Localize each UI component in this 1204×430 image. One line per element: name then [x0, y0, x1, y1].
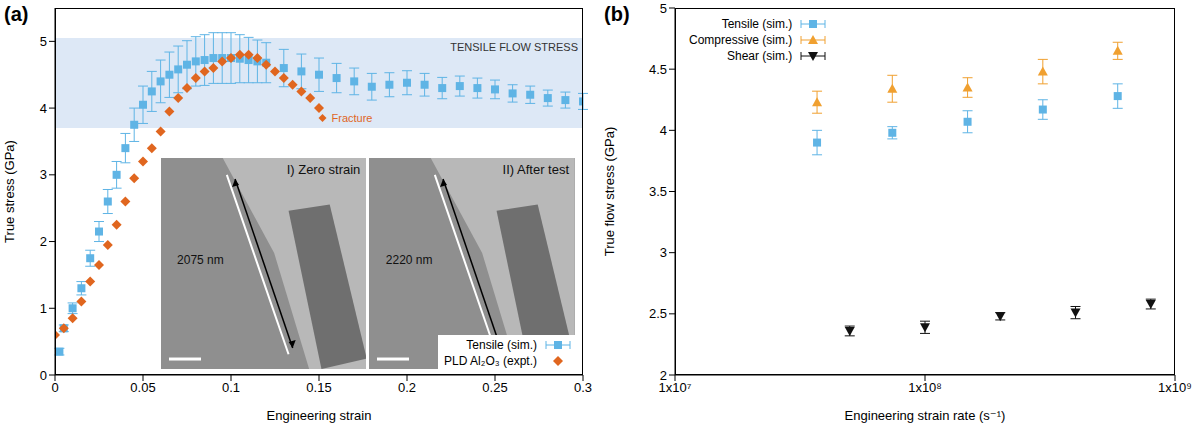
html-text:(a): (a)	[4, 3, 29, 25]
html-text:I) Zero strain: I) Zero strain	[286, 162, 361, 178]
html-text:Compressive (sim.): Compressive (sim.)	[689, 33, 793, 47]
html-text:Shear (sim.): Shear (sim.)	[727, 49, 793, 63]
svg-text:True flow stress (GPa): True flow stress (GPa)	[602, 127, 617, 257]
svg-text:4: 4	[660, 123, 667, 138]
svg-text:4: 4	[40, 101, 47, 116]
svg-text:1x10⁷: 1x10⁷	[658, 380, 692, 396]
svg-text:2.5: 2.5	[649, 306, 667, 321]
svg-text:1: 1	[40, 301, 47, 316]
svg-text:Engineering strain: Engineering strain	[267, 408, 372, 423]
html-text:2075 nm: 2075 nm	[177, 253, 224, 268]
svg-text:4.5: 4.5	[649, 62, 667, 77]
svg-text:0.2: 0.2	[398, 380, 416, 395]
html-text:Tensile (sim.): Tensile (sim.)	[721, 17, 793, 31]
svg-text:0: 0	[51, 380, 58, 395]
svg-text:0.25: 0.25	[482, 380, 507, 395]
svg-text:5: 5	[40, 34, 47, 49]
svg-text:0.05: 0.05	[130, 380, 155, 395]
svg-text:5: 5	[660, 1, 667, 16]
html-text:PLD Al₂O₃ (expt.): PLD Al₂O₃ (expt.)	[444, 354, 537, 368]
svg-text:3.5: 3.5	[649, 184, 667, 199]
svg-text:1x10⁸: 1x10⁸	[908, 380, 942, 395]
svg-text:2: 2	[40, 234, 47, 249]
html-text:2220 nm: 2220 nm	[385, 253, 433, 268]
svg-text:0.15: 0.15	[306, 380, 331, 395]
svg-text:0.3: 0.3	[574, 380, 592, 395]
html-text:(b): (b)	[604, 3, 630, 25]
html-text:Tensile (sim.): Tensile (sim.)	[466, 338, 537, 352]
svg-text:Engineering strain rate (s⁻¹): Engineering strain rate (s⁻¹)	[845, 408, 1006, 423]
svg-text:0.1: 0.1	[222, 380, 240, 395]
svg-text:Fracture: Fracture	[332, 112, 373, 124]
svg-text:TENSILE FLOW STRESS: TENSILE FLOW STRESS	[450, 41, 578, 53]
svg-text:2: 2	[660, 368, 667, 383]
svg-text:0: 0	[40, 368, 47, 383]
svg-text:3: 3	[40, 167, 47, 182]
svg-text:3: 3	[660, 245, 667, 260]
html-text:II) After test: II) After test	[502, 162, 570, 178]
svg-text:True stress (GPa): True stress (GPa)	[2, 140, 17, 243]
svg-text:1x10⁹: 1x10⁹	[1158, 380, 1192, 395]
